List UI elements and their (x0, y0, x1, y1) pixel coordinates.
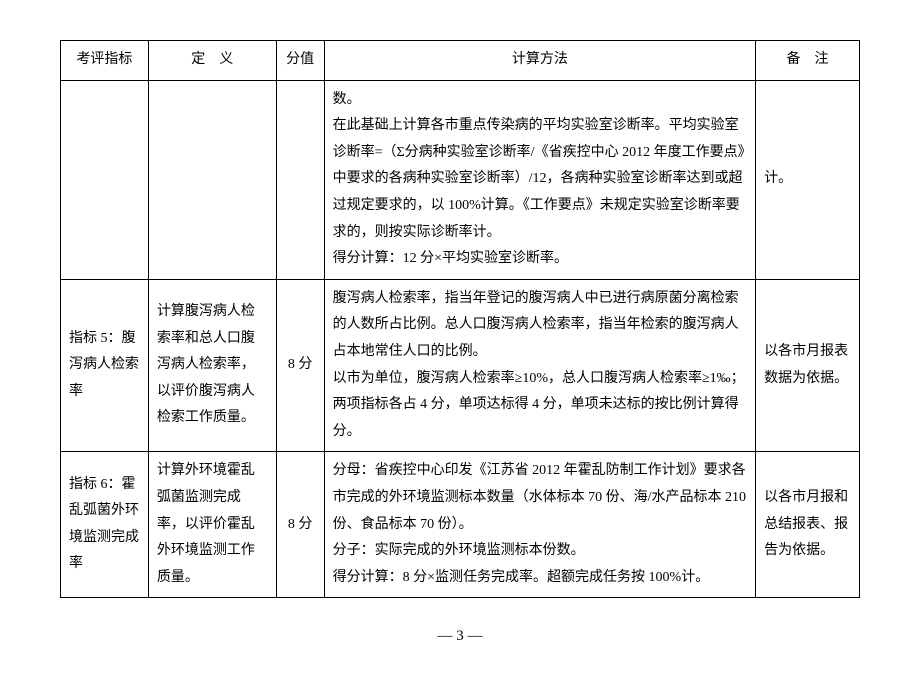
cell-note: 以各市月报和总结报表、报告为依据。 (756, 452, 860, 598)
cell-note: 以各市月报表数据为依据。 (756, 279, 860, 452)
cell-method: 腹泻病人检索率，指当年登记的腹泻病人中已进行病原菌分离检索的人数所占比例。总人口… (324, 279, 755, 452)
table-row: 指标 5：腹泻病人检索率 计算腹泻病人检索率和总人口腹泻病人检索率，以评价腹泻病… (61, 279, 860, 452)
cell-note: 计。 (756, 80, 860, 279)
page-number: — 3 — (60, 628, 860, 645)
header-method: 计算方法 (324, 41, 755, 81)
table-header-row: 考评指标 定 义 分值 计算方法 备 注 (61, 41, 860, 81)
cell-indicator (61, 80, 149, 279)
cell-method: 分母：省疾控中心印发《江苏省 2012 年霍乱防制工作计划》要求各市完成的外环境… (324, 452, 755, 598)
cell-definition (148, 80, 276, 279)
cell-definition: 计算腹泻病人检索率和总人口腹泻病人检索率，以评价腹泻病人检索工作质量。 (148, 279, 276, 452)
header-score: 分值 (276, 41, 324, 81)
cell-indicator: 指标 5：腹泻病人检索率 (61, 279, 149, 452)
cell-indicator: 指标 6：霍乱弧菌外环境监测完成率 (61, 452, 149, 598)
table-row: 指标 6：霍乱弧菌外环境监测完成率 计算外环境霍乱弧菌监测完成率，以评价霍乱外环… (61, 452, 860, 598)
cell-score (276, 80, 324, 279)
header-definition: 定 义 (148, 41, 276, 81)
evaluation-table: 考评指标 定 义 分值 计算方法 备 注 数。在此基础上计算各市重点传染病的平均… (60, 40, 860, 598)
cell-definition: 计算外环境霍乱弧菌监测完成率，以评价霍乱外环境监测工作质量。 (148, 452, 276, 598)
cell-score: 8 分 (276, 279, 324, 452)
cell-method: 数。在此基础上计算各市重点传染病的平均实验室诊断率。平均实验室诊断率=（Σ分病种… (324, 80, 755, 279)
header-note: 备 注 (756, 41, 860, 81)
cell-score: 8 分 (276, 452, 324, 598)
header-indicator: 考评指标 (61, 41, 149, 81)
table-row: 数。在此基础上计算各市重点传染病的平均实验室诊断率。平均实验室诊断率=（Σ分病种… (61, 80, 860, 279)
